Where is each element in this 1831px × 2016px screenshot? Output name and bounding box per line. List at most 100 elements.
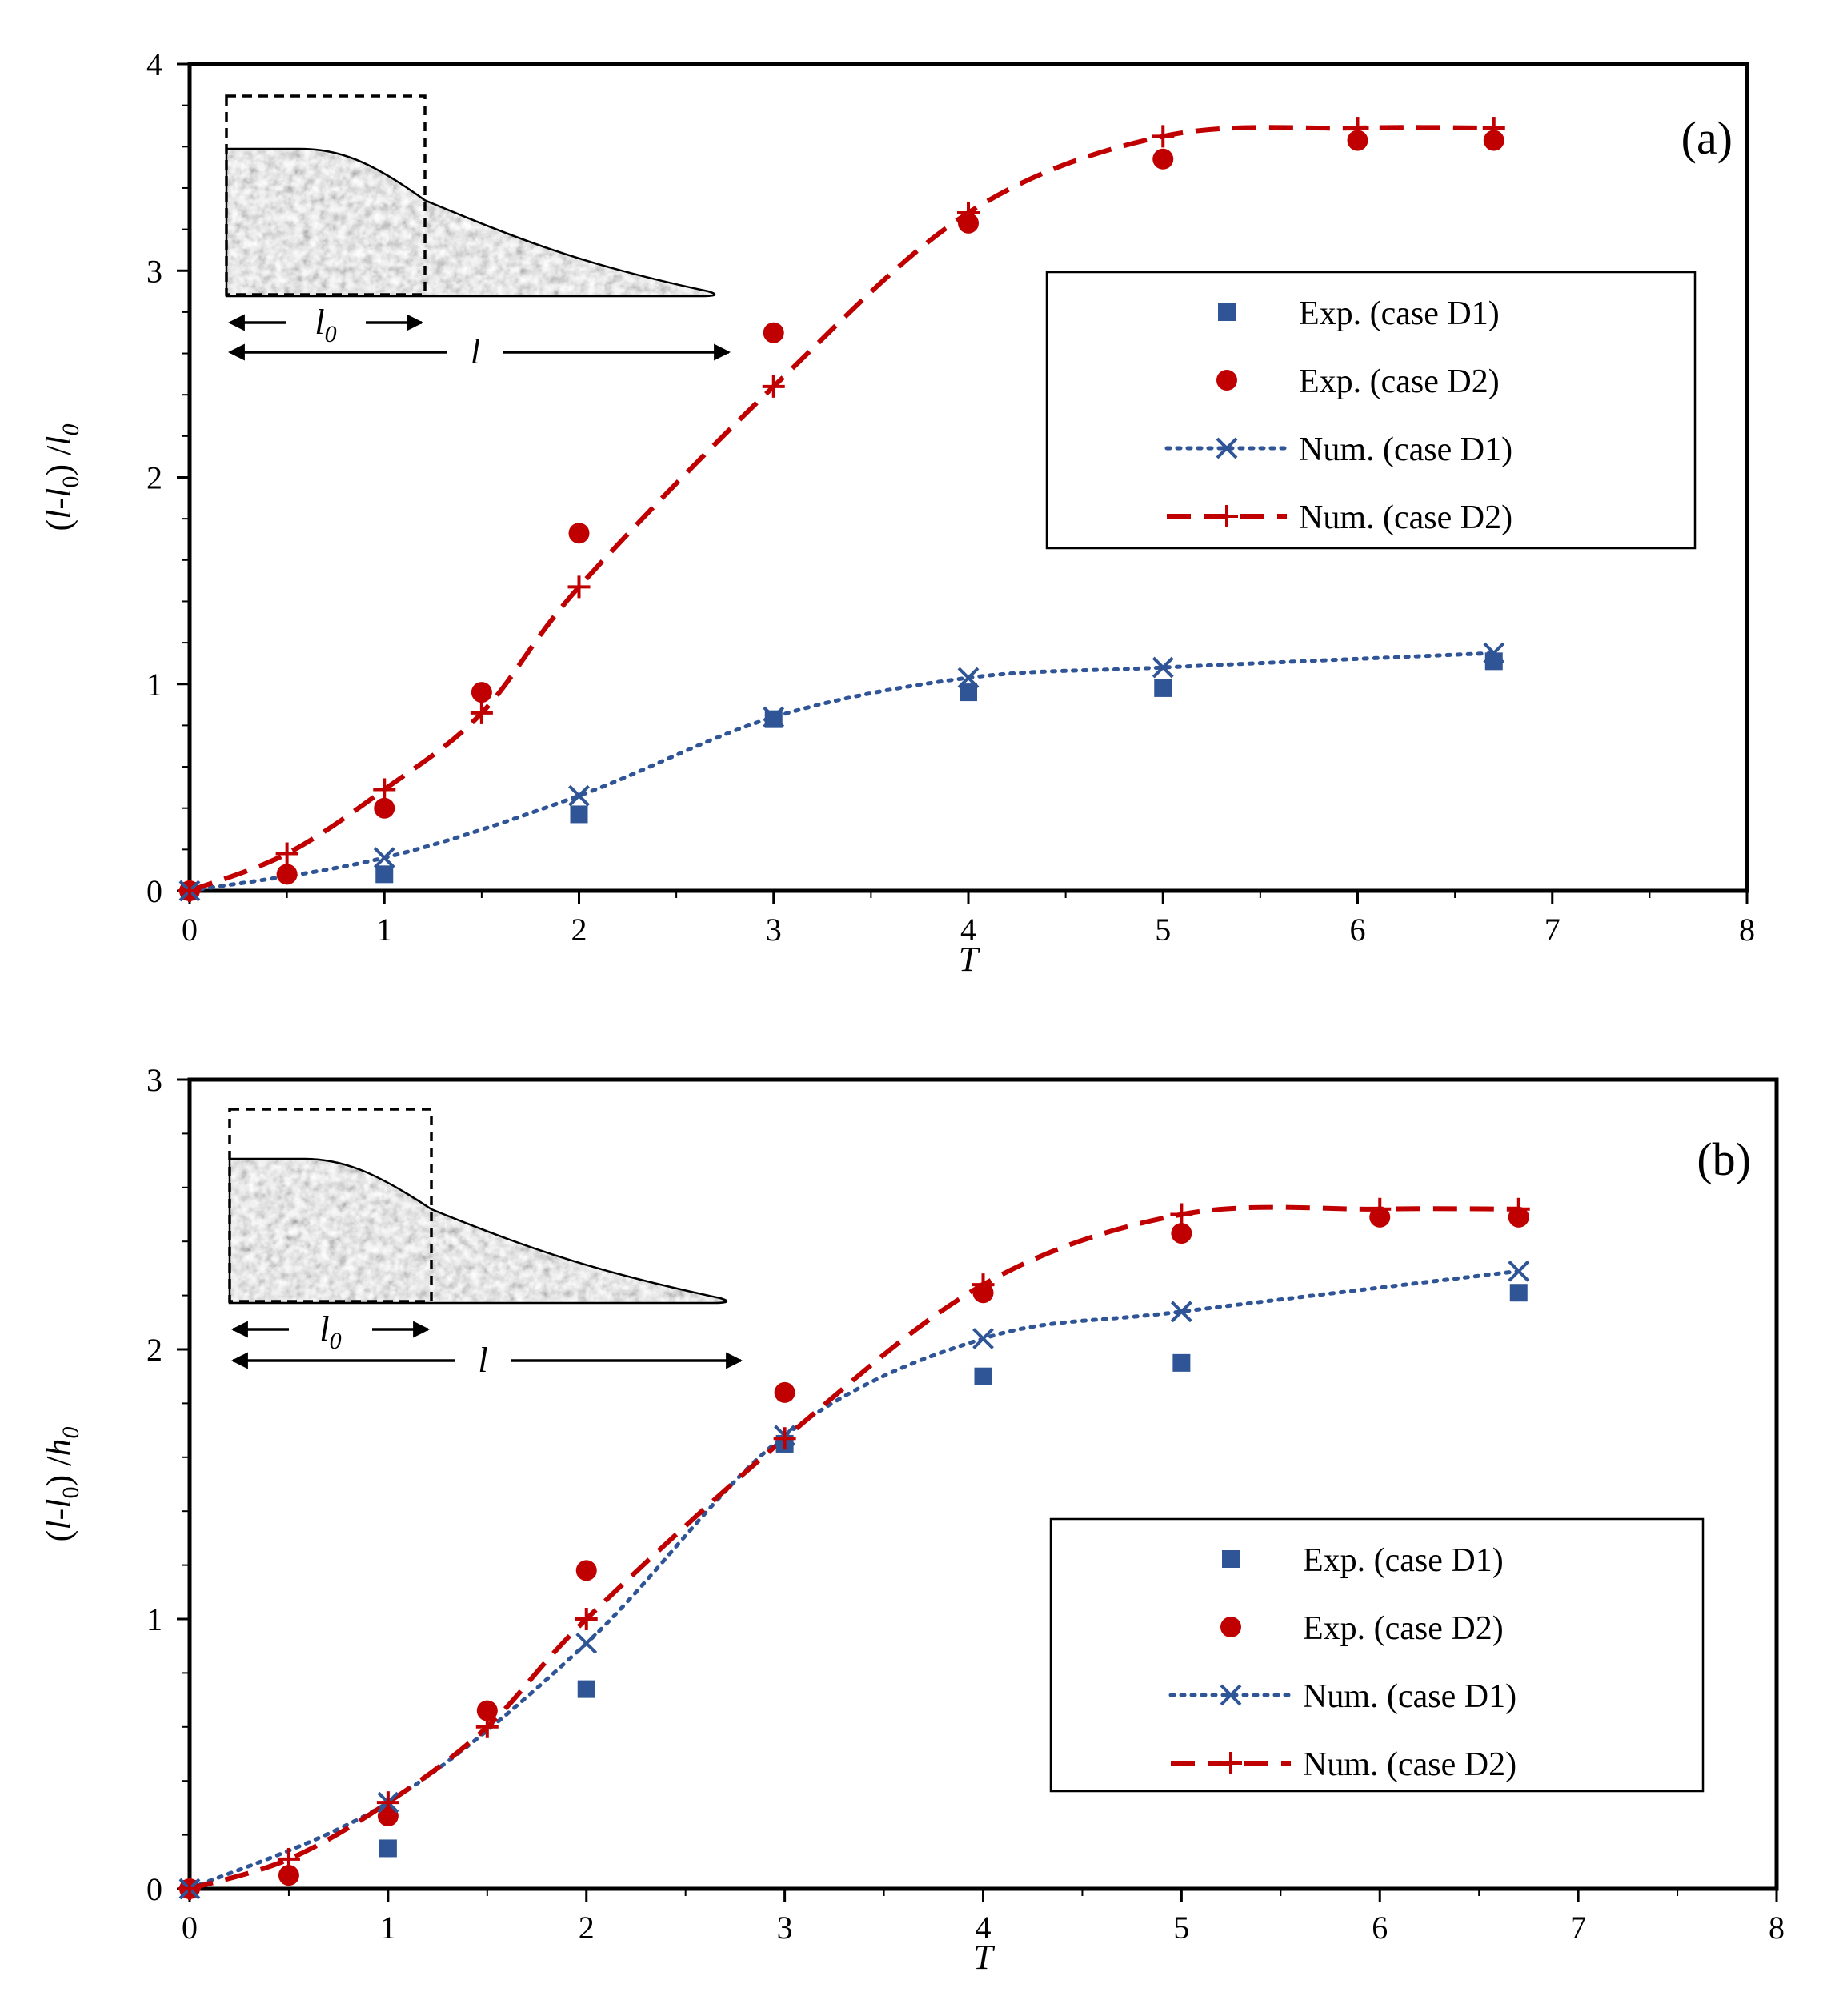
data-point-num-d1 [763,706,785,728]
y-axis-title-part: - [39,1509,78,1521]
granular-material-texture [226,149,715,296]
data-point-num-d1-stroke [575,1632,598,1654]
data-point-num-d1-stroke [1483,642,1505,664]
data-point-num-d1-stroke [1170,1301,1192,1323]
l0-label-sub: 0 [330,1328,342,1354]
data-point-num-d2 [762,375,785,398]
data-point-exp-d2 [374,797,395,819]
x-axis-title: T [959,940,981,979]
legend-marker-exp-d1 [1222,1550,1240,1568]
data-point-exp-d2 [1152,148,1174,170]
data-point-exp-d2 [1171,1223,1192,1244]
x-tick-label: 2 [571,912,587,948]
legend-label-exp-d2: Exp. (case D2) [1303,1610,1504,1647]
panel-label: (b) [1697,1133,1751,1185]
y-axis-title-part: 0 [58,1427,84,1439]
data-point-num-d1-stroke [957,667,980,689]
legend-box [1045,271,1697,550]
l0-label: l0 [319,1309,341,1354]
panel-label: (a) [1681,112,1733,164]
y-axis-title: (l-l0) /h0 [39,1427,84,1542]
data-point-exp-d2 [568,523,590,544]
data-point-num-d2 [178,1878,201,1900]
y-axis-title-part: ( [39,1530,78,1542]
y-axis-title-part: l [39,436,78,446]
legend-marker-num-d1-stroke [1220,1684,1242,1706]
legend-box [1049,1517,1705,1793]
y-tick-label: 0 [146,873,162,909]
data-point-exp-d1 [1154,679,1172,697]
x-tick-label: 6 [1350,912,1366,948]
l0-label: l0 [315,303,336,347]
data-point-num-d1 [1152,656,1174,679]
data-point-num-d1-stroke [568,784,590,807]
y-tick-label: 1 [146,1601,162,1637]
data-point-num-d1-stroke [373,847,395,869]
data-point-exp-d2 [575,1560,597,1581]
legend-marker-num-d2 [1220,1752,1242,1774]
x-tick-label: 6 [1372,1910,1388,1946]
y-axis-title-part: l [39,510,78,519]
legend: Exp. (case D1) Exp. (case D2) Num. (case D… [1049,1517,1705,1793]
l0-label-main: l [315,303,324,342]
data-point-exp-d2 [278,1865,299,1886]
data-point-num-d2 [773,1427,796,1450]
granular-mass-outline [225,147,716,298]
data-point-exp-d2 [476,1700,498,1721]
initial-column-box [225,94,427,296]
y-axis-title-part: ) / [39,1456,78,1487]
data-point-num-d2 [575,1608,598,1630]
y-tick-label: 1 [146,667,162,703]
legend-label-exp-d1: Exp. (case D1) [1299,295,1500,332]
data-point-exp-d2 [774,1381,795,1403]
data-point-num-d1 [1483,642,1505,664]
data-point-num-d1-stroke [972,1328,994,1349]
inset-illustration: l0 l [225,94,731,371]
legend-label-exp-d2: Exp. (case D2) [1299,363,1500,400]
data-point-num-d2 [972,1273,995,1297]
x-tick-label: 0 [182,1910,198,1946]
data-point-num-d2 [1346,117,1369,140]
data-point-num-d1 [957,667,980,689]
l0-label-main: l [319,1309,329,1349]
y-tick-label: 0 [146,1871,162,1907]
data-point-num-d2 [275,842,298,865]
data-point-exp-d2 [763,322,784,343]
x-axis-title: T [973,1938,996,1977]
data-point-num-d2 [277,1847,300,1870]
y-axis-title-part: - [39,498,78,510]
legend-marker-num-d1 [1220,1684,1242,1706]
x-tick-label: 8 [1769,1910,1785,1946]
series-line-num-d2 [189,1204,1519,1891]
data-point-num-d1 [972,1328,994,1349]
data-point-num-d2 [178,880,201,902]
data-point-num-d2 [376,1791,399,1814]
data-point-num-d2 [1507,1197,1530,1220]
data-point-exp-d1 [379,1839,397,1858]
l-label: l [478,1341,487,1380]
data-point-num-d1 [1508,1260,1530,1282]
x-tick-label: 1 [380,1910,396,1946]
data-point-exp-d1 [1172,1353,1191,1372]
legend-marker-num-d1 [1216,437,1238,459]
data-point-num-d1-stroke [763,706,785,728]
data-point-num-d2 [1152,125,1175,148]
data-point-exp-d1 [375,865,394,884]
series-line-num-d2 [188,125,1494,893]
y-axis-title-part: l [39,1499,78,1509]
y-axis-title-part: 0 [58,476,84,488]
x-tick-label: 1 [376,912,392,948]
y-axis-title: (l-l0) /l0 [39,424,84,531]
granular-material-texture [230,1159,727,1303]
data-point-num-d1 [373,847,395,869]
legend-label-num-d2: Num. (case D2) [1303,1746,1516,1783]
series-group [178,117,1505,902]
data-point-exp-d1 [974,1367,992,1385]
data-point-num-d1 [568,784,590,807]
data-point-exp-d2 [1483,130,1504,151]
l0-label-sub: 0 [325,321,337,347]
legend-marker-exp-d1 [1218,303,1236,321]
legend-label-num-d2: Num. (case D2) [1299,499,1512,536]
